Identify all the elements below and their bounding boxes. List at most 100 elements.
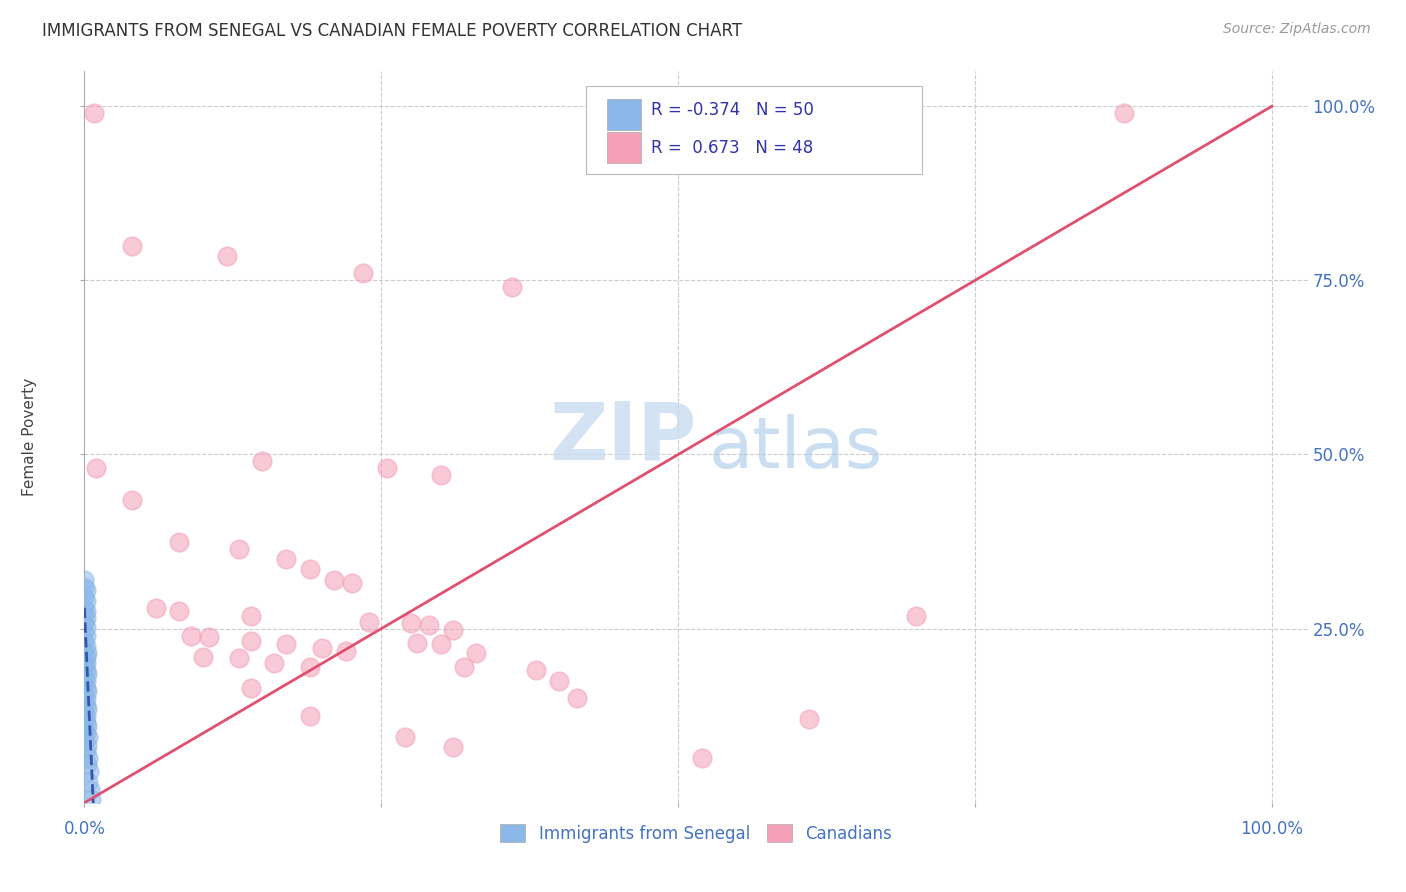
- Point: [75, 726, 97, 740]
- Point: [352, 266, 374, 280]
- Point: [73, 660, 96, 674]
- Text: ZIP: ZIP: [550, 398, 696, 476]
- Point: [73, 688, 96, 702]
- Point: [75, 691, 97, 706]
- Point: [75, 715, 97, 730]
- Point: [904, 609, 927, 624]
- Point: [76, 719, 98, 733]
- Text: 0.0%: 0.0%: [63, 821, 105, 838]
- Point: [73, 634, 96, 648]
- Point: [690, 750, 713, 764]
- Point: [77, 730, 100, 744]
- Point: [73, 695, 96, 709]
- Point: [76, 739, 98, 753]
- Point: [73, 591, 96, 605]
- Point: [83, 106, 105, 120]
- Point: [501, 280, 523, 294]
- Point: [75, 620, 97, 634]
- Point: [75, 629, 97, 643]
- Point: [394, 730, 416, 744]
- Text: 100.0%: 100.0%: [1240, 821, 1303, 838]
- Point: [73, 580, 96, 594]
- Point: [75, 604, 97, 618]
- Point: [77, 775, 100, 789]
- Point: [441, 623, 464, 637]
- Point: [73, 616, 96, 631]
- Point: [406, 635, 429, 649]
- Point: [322, 573, 344, 587]
- Point: [75, 673, 97, 688]
- Point: [359, 615, 381, 629]
- Point: [441, 740, 464, 755]
- Point: [465, 646, 488, 660]
- Point: [252, 454, 274, 468]
- Point: [121, 492, 143, 507]
- Point: [276, 552, 298, 566]
- Point: [191, 649, 214, 664]
- Point: [76, 646, 98, 660]
- Text: Source: ZipAtlas.com: Source: ZipAtlas.com: [1223, 22, 1371, 37]
- Point: [73, 723, 96, 737]
- Point: [429, 468, 451, 483]
- Point: [335, 644, 357, 658]
- Point: [75, 594, 97, 608]
- Point: [76, 757, 98, 772]
- FancyBboxPatch shape: [606, 132, 641, 163]
- Point: [1112, 106, 1135, 120]
- Point: [75, 681, 97, 695]
- Point: [79, 783, 101, 797]
- Legend: Immigrants from Senegal, Canadians: Immigrants from Senegal, Canadians: [494, 818, 898, 849]
- Point: [548, 673, 571, 688]
- Point: [375, 461, 398, 475]
- Point: [418, 618, 440, 632]
- Point: [239, 634, 262, 648]
- Point: [263, 657, 285, 671]
- Point: [73, 625, 96, 640]
- Point: [76, 667, 98, 681]
- Point: [76, 702, 98, 716]
- Point: [73, 600, 96, 615]
- Point: [198, 630, 221, 644]
- Point: [75, 698, 97, 713]
- Point: [73, 712, 96, 726]
- Point: [75, 743, 97, 757]
- Point: [73, 670, 96, 684]
- Point: [145, 600, 167, 615]
- Point: [75, 649, 97, 664]
- Point: [75, 664, 97, 678]
- Point: [276, 637, 298, 651]
- Point: [76, 684, 98, 698]
- Point: [340, 576, 363, 591]
- Point: [73, 653, 96, 667]
- Point: [73, 573, 96, 587]
- Point: [121, 238, 143, 252]
- Point: [298, 660, 321, 674]
- Point: [75, 639, 97, 653]
- FancyBboxPatch shape: [586, 86, 922, 174]
- Point: [73, 677, 96, 691]
- Point: [453, 660, 475, 674]
- Point: [399, 616, 422, 631]
- Point: [228, 651, 250, 665]
- Point: [797, 712, 820, 726]
- Text: IMMIGRANTS FROM SENEGAL VS CANADIAN FEMALE POVERTY CORRELATION CHART: IMMIGRANTS FROM SENEGAL VS CANADIAN FEMA…: [42, 22, 742, 40]
- Point: [298, 708, 321, 723]
- Point: [429, 637, 451, 651]
- Point: [77, 750, 100, 764]
- Point: [77, 764, 100, 779]
- Point: [567, 691, 589, 706]
- Point: [75, 708, 97, 723]
- Point: [75, 611, 97, 625]
- Point: [73, 705, 96, 719]
- Point: [73, 642, 96, 657]
- Text: R =  0.673   N = 48: R = 0.673 N = 48: [651, 139, 813, 157]
- Point: [80, 792, 103, 806]
- Text: Female Poverty: Female Poverty: [22, 378, 37, 496]
- Text: R = -0.374   N = 50: R = -0.374 N = 50: [651, 101, 814, 120]
- FancyBboxPatch shape: [606, 99, 641, 130]
- Point: [524, 664, 547, 678]
- Point: [75, 583, 97, 598]
- Point: [239, 609, 262, 624]
- Point: [75, 657, 97, 671]
- Point: [169, 604, 191, 618]
